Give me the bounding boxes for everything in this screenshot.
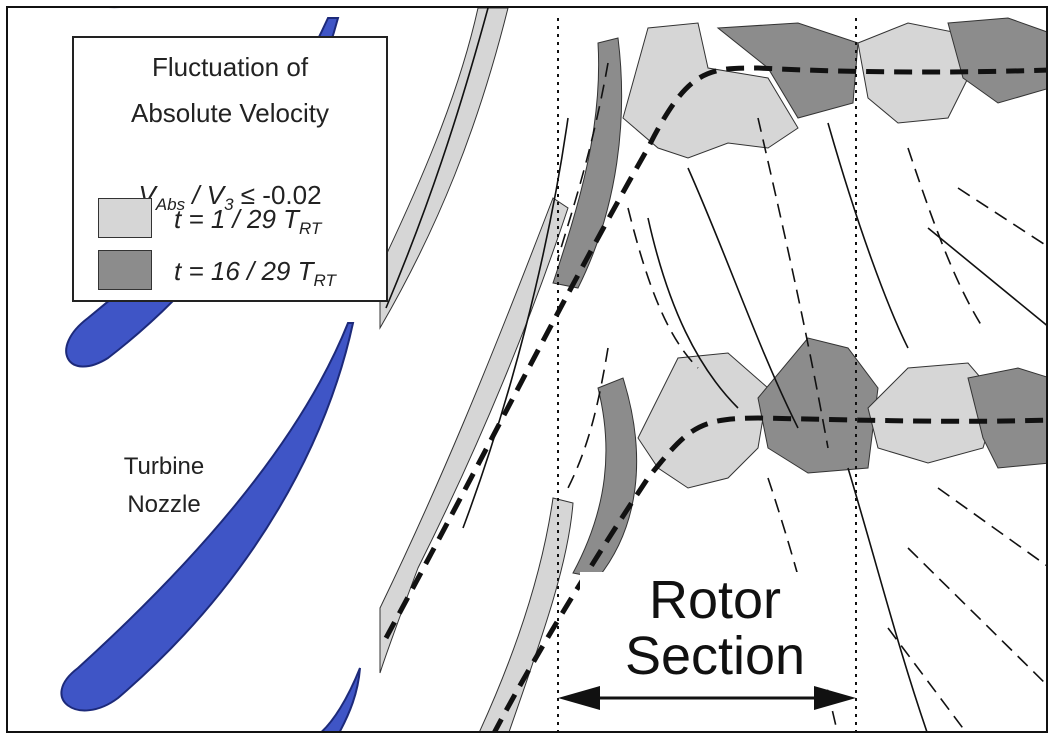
diagram-frame: Fluctuation of Absolute Velocity VAbs / … [6, 6, 1048, 733]
legend-entry-2: t = 16 / 29 TRT [174, 256, 336, 291]
flow-field-diagram [60, 8, 1046, 731]
upper-patches [622, 17, 1046, 159]
legend-swatch-light [98, 198, 152, 238]
lower-patches [637, 337, 1046, 489]
wake-path-lower [492, 415, 1046, 731]
legend-entry-1: t = 1 / 29 TRT [174, 204, 322, 239]
wake-light-lower [479, 497, 574, 731]
rotor-section-arrow [558, 686, 856, 710]
formula-tail: ≤ -0.02 [233, 180, 322, 210]
nozzle-blade-2 [60, 322, 355, 712]
wake-light-upper-left [379, 8, 509, 330]
rotor-section-label: Rotor Section [580, 572, 850, 684]
legend-box: Fluctuation of Absolute Velocity VAbs / … [72, 36, 388, 302]
nozzle-blade-3 [320, 667, 361, 731]
wake-strands [379, 8, 638, 731]
formula-3-sub: 3 [224, 195, 234, 215]
legend-formula: VAbs / V3 ≤ -0.02 [74, 180, 386, 215]
formula-abs-sub: Abs [155, 195, 186, 215]
legend-title-line1: Fluctuation of [151, 52, 309, 82]
turbine-nozzle-label: Turbine Nozzle [123, 453, 205, 518]
legend-swatch-dark [98, 250, 152, 290]
wake-path-upper [383, 65, 1046, 640]
legend-title-line2: Absolute Velocity [130, 98, 329, 128]
formula-mid: / V [185, 180, 225, 210]
wake-paths [383, 65, 1046, 731]
